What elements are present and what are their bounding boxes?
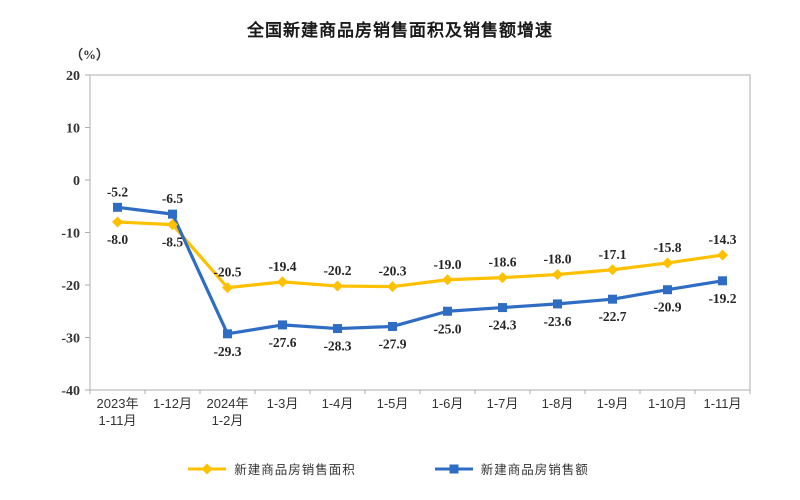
data-point-label: -18.0: [543, 252, 571, 267]
x-axis-category-label: 1-12月: [153, 396, 192, 411]
y-axis-tick-label: -30: [61, 332, 80, 347]
series-line-0: [117, 220, 723, 290]
data-point-label: -20.2: [323, 263, 351, 278]
data-point-label: -20.5: [213, 265, 241, 280]
data-point-label: -18.6: [488, 255, 516, 270]
data-point-square: [663, 285, 672, 295]
chart-legend: 新建商品房销售面积 新建商品房销售额: [0, 459, 788, 478]
x-axis-category-label: 2024年 1-2月: [207, 396, 249, 428]
data-point-diamond: [167, 219, 178, 231]
x-axis-category-label: 1-8月: [542, 396, 574, 411]
data-point-square: [443, 306, 452, 316]
data-point-label: -19.2: [708, 291, 736, 306]
legend-item-sales-area: 新建商品房销售面积: [187, 459, 356, 478]
data-point-label: -6.5: [162, 191, 184, 206]
x-axis-category-label: 1-3月: [267, 396, 299, 411]
data-point-label: -8.0: [107, 232, 129, 247]
x-axis-category-label: 2023年 1-11月: [97, 396, 139, 428]
legend-label-sales-area: 新建商品房销售面积: [234, 463, 356, 477]
data-point-square: [718, 276, 727, 286]
data-point-label: -27.6: [268, 335, 296, 350]
y-axis-tick-label: -40: [61, 384, 80, 399]
y-axis-tick-label: 20: [66, 69, 80, 84]
data-point-square: [608, 294, 617, 304]
y-axis-tick-label: -10: [61, 227, 80, 242]
data-point-diamond: [497, 272, 508, 284]
data-point-diamond: [717, 249, 728, 261]
x-axis-category-label: 1-9月: [597, 396, 629, 411]
chart-title: 全国新建商品房销售面积及销售额增速: [247, 21, 553, 40]
plot-border: [89, 74, 751, 391]
data-point-label: -19.4: [268, 259, 296, 274]
data-point-square: [333, 324, 342, 334]
data-point-label: -23.6: [543, 314, 571, 329]
data-point-label: -22.7: [598, 309, 626, 324]
y-axis-tick-label: 0: [73, 174, 80, 189]
y-axis-tick-label: -20: [61, 279, 80, 294]
data-point-label: -15.8: [653, 240, 681, 255]
series-line-1: [117, 205, 723, 336]
data-point-square: [223, 329, 232, 339]
legend-item-sales-amount: 新建商品房销售额: [434, 459, 589, 478]
data-point-label: -27.9: [378, 336, 406, 351]
data-point-label: -19.0: [433, 257, 461, 272]
data-point-label: -20.9: [653, 300, 681, 315]
x-axis-category-label: 1-4月: [322, 396, 354, 411]
x-axis-category-label: 1-10月: [648, 396, 687, 411]
data-point-label: -17.1: [598, 247, 626, 262]
data-point-diamond: [112, 216, 123, 228]
y-axis-tick-label: 10: [66, 122, 80, 137]
data-point-square: [113, 202, 122, 212]
data-point-label: -24.3: [488, 318, 516, 333]
data-point-label: -5.2: [107, 184, 129, 199]
legend-line-square-icon: [434, 464, 473, 473]
data-point-square: [498, 303, 507, 313]
data-point-diamond: [552, 269, 563, 280]
data-point-diamond: [607, 264, 618, 276]
y-axis-unit-label: （%）: [70, 47, 110, 62]
data-point-label: -8.5: [162, 235, 184, 250]
data-point-label: -20.3: [378, 264, 406, 279]
data-point-diamond: [222, 282, 233, 294]
data-point-square: [168, 209, 177, 219]
data-point-diamond: [442, 274, 453, 286]
data-point-label: -25.0: [433, 321, 461, 336]
x-axis-category-label: 1-5月: [377, 396, 409, 411]
legend-line-diamond-icon: [188, 463, 227, 474]
x-axis-category-label: 1-11月: [703, 396, 741, 411]
data-point-label: -29.3: [213, 344, 241, 359]
data-point-diamond: [662, 257, 673, 269]
data-point-square: [388, 321, 397, 331]
data-point-square: [553, 299, 562, 309]
x-axis-category-label: 1-7月: [487, 396, 519, 411]
data-point-diamond: [277, 276, 288, 288]
data-point-square: [278, 320, 287, 330]
data-point-label: -14.3: [708, 232, 736, 247]
legend-label-sales-amount: 新建商品房销售额: [480, 463, 589, 477]
data-point-diamond: [332, 280, 343, 292]
data-point-diamond: [387, 281, 398, 293]
x-axis-category-label: 1-6月: [432, 396, 464, 411]
data-point-label: -28.3: [323, 339, 351, 354]
